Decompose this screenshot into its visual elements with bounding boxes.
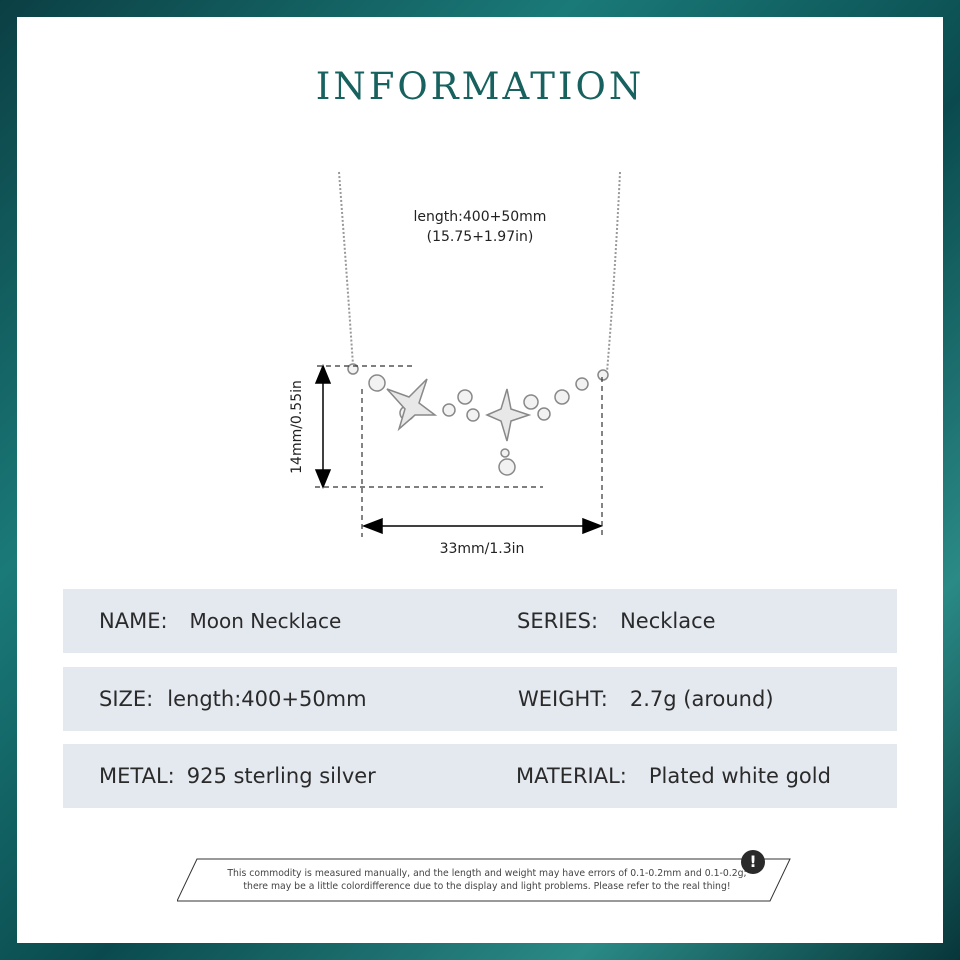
spec-row-name: NAME: Moon Necklace SERIES: Necklace — [63, 589, 897, 653]
spec-key: SIZE: — [99, 687, 154, 711]
spec-key: SERIES: — [517, 609, 599, 633]
spec-value: 925 sterling silver — [186, 764, 376, 788]
chain — [338, 171, 621, 373]
pendant — [347, 363, 609, 476]
spec-value: Necklace — [620, 609, 716, 633]
exclamation-icon: ! — [741, 850, 765, 874]
disclaimer-line-2: there may be a little colordifference du… — [243, 881, 731, 892]
disclaimer-note: This commodity is measured manually, and… — [177, 858, 797, 902]
page-title: INFORMATION — [315, 65, 645, 108]
length-inch-label: (15.75+1.97in) — [426, 229, 534, 245]
length-label: length:400+50mm — [413, 209, 547, 225]
info-panel: INFORMATION length:400+50mm (15.75+1.97i… — [17, 17, 943, 943]
spec-value: Moon Necklace — [189, 609, 342, 633]
spec-key: MATERIAL: — [516, 764, 627, 788]
spec-value: Plated white gold — [648, 764, 831, 788]
width-label: 33mm/1.3in — [439, 541, 525, 557]
spec-row-metal: METAL: 925 sterling silver MATERIAL: Plate… — [63, 744, 897, 808]
spec-key: WEIGHT: — [518, 687, 608, 711]
spec-value: 2.7g (around) — [629, 687, 774, 711]
spec-key: NAME: — [99, 609, 168, 633]
dimension-guides — [315, 365, 603, 537]
height-label: 14mm/0.55in — [289, 380, 305, 474]
disclaimer-line-1: This commodity is measured manually, and… — [227, 868, 747, 879]
dimension-arrows — [314, 364, 604, 535]
spec-value: length:400+50mm — [167, 687, 367, 711]
spec-row-size: SIZE: length:400+50mm WEIGHT: 2.7g (around… — [63, 667, 897, 731]
spec-key: METAL: — [99, 764, 175, 788]
necklace-illustration — [314, 171, 621, 537]
